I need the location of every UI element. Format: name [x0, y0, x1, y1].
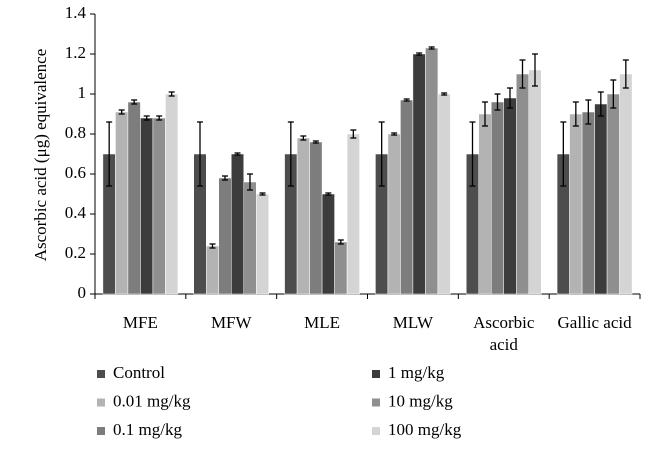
legend-swatch [97, 427, 105, 435]
x-tick-label: Ascorbic acid [473, 313, 535, 354]
error-bar [610, 79, 617, 109]
bar [346, 133, 360, 295]
bar [387, 133, 401, 295]
y-tick-label: 0.6 [65, 163, 86, 182]
legend-swatch [372, 370, 380, 378]
bar [491, 101, 504, 295]
error-bar [197, 121, 203, 187]
y-tick-label: 0.2 [65, 243, 86, 262]
bar [516, 73, 529, 295]
bar [296, 137, 310, 295]
bar [115, 111, 129, 295]
legend-label: 10 mg/kg [388, 391, 453, 410]
legend-swatch [372, 427, 380, 435]
error-bar [622, 59, 629, 89]
error-bar [428, 46, 435, 50]
error-bar [312, 140, 319, 144]
error-bar [519, 59, 526, 89]
error-bar [325, 192, 332, 196]
error-bar [131, 99, 138, 105]
x-tick-label: MLE [304, 313, 341, 332]
error-bar [469, 121, 476, 187]
error-bar [482, 101, 488, 127]
legend-swatch [97, 370, 105, 378]
error-bar [209, 243, 216, 249]
legend-label: 1 mg/kg [388, 363, 445, 382]
error-bar [259, 192, 266, 196]
error-bar [597, 91, 604, 117]
error-bar [287, 121, 294, 187]
error-bar [585, 99, 592, 125]
error-bar [494, 93, 501, 111]
bar [606, 93, 620, 295]
bar [243, 181, 257, 295]
y-axis-label: Ascorbic acid (μg) equivalence [31, 49, 50, 262]
error-bar [378, 121, 385, 187]
bar [594, 103, 608, 295]
error-bar [532, 53, 538, 87]
bar [503, 97, 517, 295]
error-bar [106, 121, 113, 187]
bar [165, 93, 179, 295]
error-bar [403, 98, 410, 102]
error-bar [222, 175, 228, 181]
legend-label: 0.1 mg/kg [113, 420, 182, 439]
bar [206, 245, 219, 295]
bar [140, 117, 154, 295]
y-tick-label: 0.8 [65, 123, 86, 142]
bar [569, 113, 583, 295]
error-bar [507, 87, 513, 109]
bar [528, 69, 542, 295]
error-bar [560, 121, 567, 187]
bar [127, 101, 141, 295]
error-bar [350, 129, 357, 139]
x-tick-label: MLW [392, 313, 434, 332]
error-bar [168, 91, 175, 97]
y-tick-label: 0 [78, 283, 87, 302]
bar [334, 241, 348, 295]
bar [581, 111, 595, 295]
bar [321, 193, 335, 295]
error-bar [143, 115, 150, 121]
bar [619, 73, 633, 295]
error-bar [300, 135, 307, 141]
legend-label: 0.01 mg/kg [113, 391, 191, 410]
legend-swatch [97, 398, 105, 407]
legend-swatch [372, 398, 380, 407]
bar [218, 177, 232, 295]
error-bar [247, 173, 253, 191]
y-tick-label: 1 [78, 83, 87, 102]
bar [231, 153, 244, 295]
error-bar [441, 92, 448, 96]
error-bar [234, 152, 241, 156]
legend-label: Control [113, 363, 165, 382]
bar [478, 113, 492, 295]
bar [400, 99, 414, 295]
bar [152, 117, 166, 295]
bar [256, 193, 269, 295]
error-bar [118, 109, 125, 115]
bar [412, 53, 426, 295]
error-bar [391, 132, 398, 136]
error-bar [572, 101, 579, 127]
bar [425, 47, 439, 295]
x-tick-label: Gallic acid [557, 313, 632, 332]
error-bar [156, 115, 163, 121]
x-tick-label: MFW [210, 313, 252, 332]
bar [437, 93, 451, 295]
legend-label: 100 mg/kg [388, 420, 462, 439]
bar [309, 141, 323, 295]
error-bar [416, 52, 423, 56]
x-tick-label: MFE [122, 313, 158, 332]
y-tick-label: 1.4 [65, 3, 87, 22]
error-bar [337, 239, 344, 245]
y-tick-label: 0.4 [65, 203, 87, 222]
y-tick-label: 1.2 [65, 43, 86, 62]
